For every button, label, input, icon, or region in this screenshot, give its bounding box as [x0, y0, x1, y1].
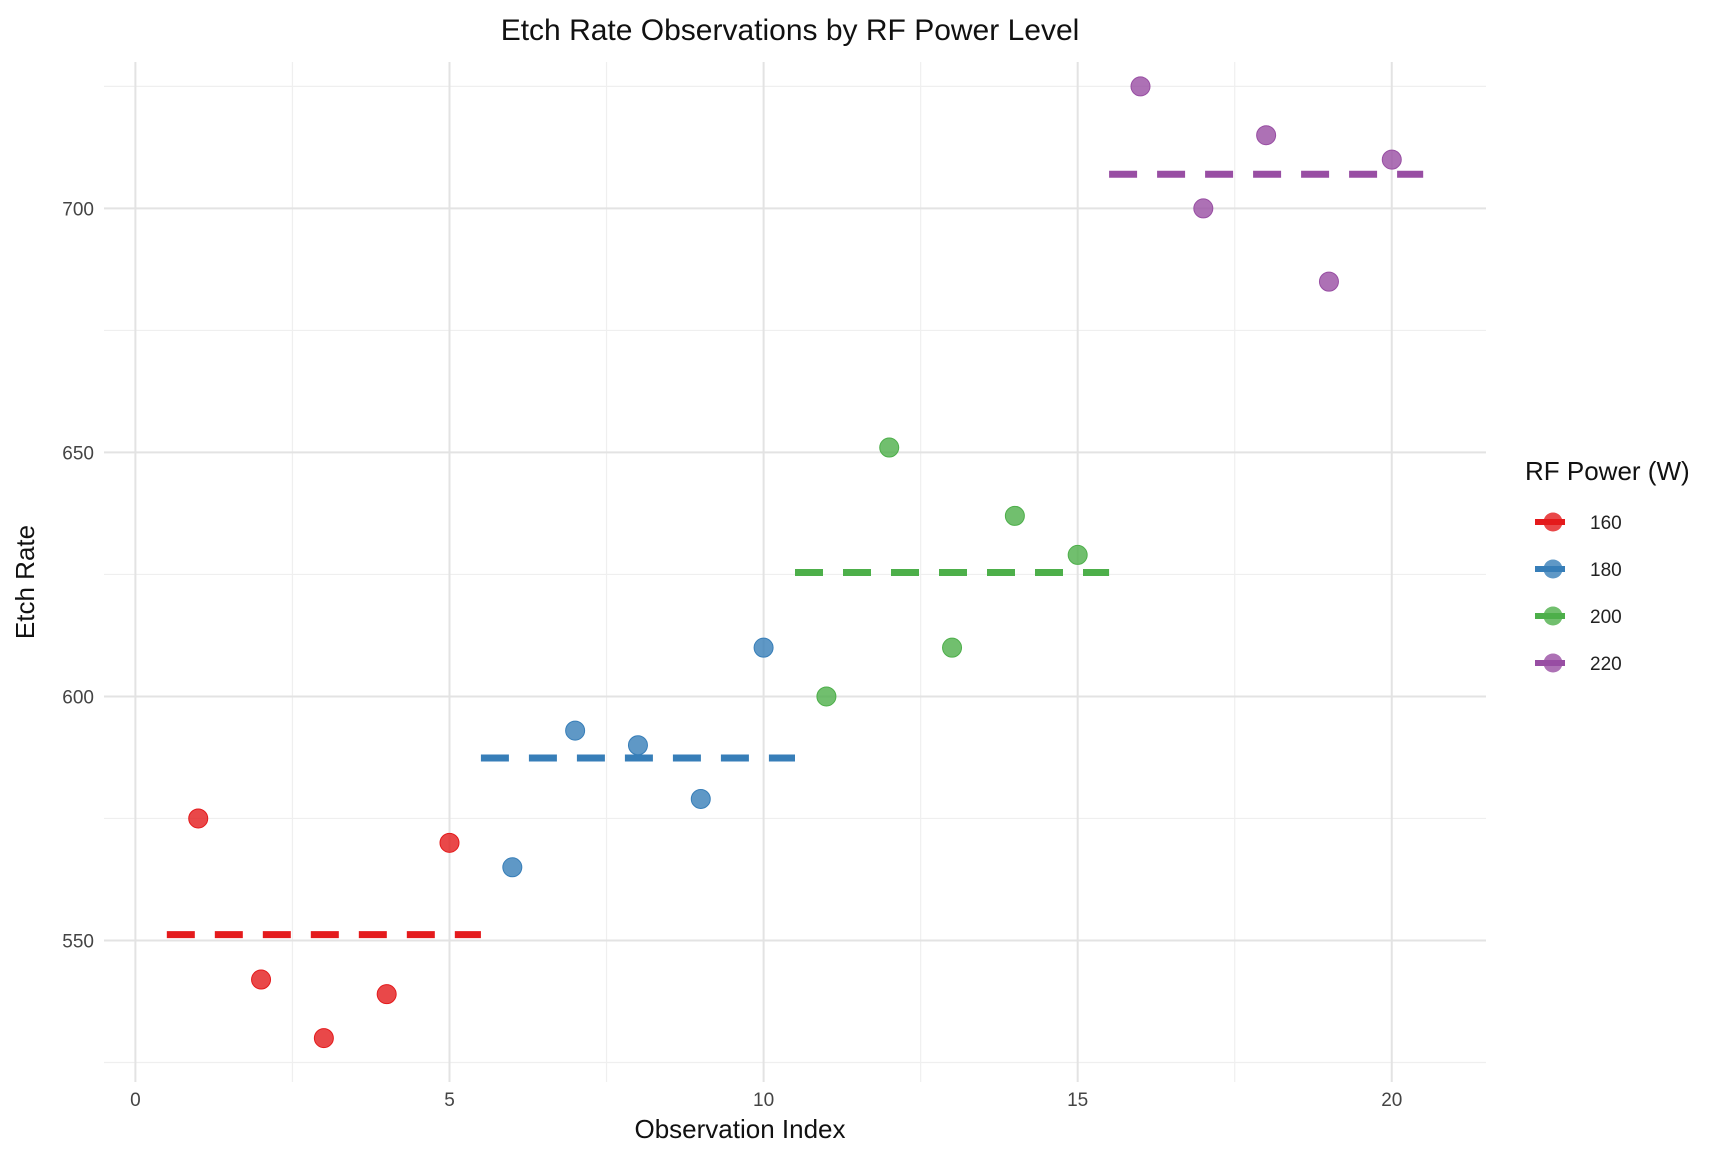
y-tick-label: 700	[62, 199, 94, 220]
grid	[104, 62, 1486, 1082]
legend-point-160	[1543, 512, 1563, 532]
data-point-160	[251, 969, 272, 990]
data-point-160	[376, 984, 397, 1005]
x-tick-label: 5	[444, 1090, 455, 1111]
x-axis-title: Observation Index	[634, 1114, 845, 1144]
data-point-220	[1130, 76, 1151, 97]
legend: RF Power (W) 160 180 200 220	[1525, 456, 1690, 675]
data-point-180	[627, 735, 648, 756]
data-point-200	[816, 686, 837, 707]
y-tick-label: 550	[62, 931, 94, 952]
legend-label-220: 220	[1590, 654, 1622, 675]
legend-title: RF Power (W)	[1525, 456, 1690, 486]
legend-point-180	[1543, 559, 1563, 579]
x-axis-ticks: 0 5 10 15 20	[130, 1090, 1402, 1111]
legend-point-200	[1543, 606, 1563, 626]
data-point-200	[942, 637, 963, 658]
legend-label-200: 200	[1590, 607, 1622, 628]
mean-lines	[166, 170, 1424, 939]
x-tick-label: 20	[1381, 1090, 1402, 1111]
data-point-180	[753, 637, 774, 658]
x-tick-label: 15	[1067, 1090, 1088, 1111]
y-tick-label: 600	[62, 687, 94, 708]
x-tick-label: 0	[130, 1090, 141, 1111]
y-axis-ticks: 550 600 650 700	[62, 199, 94, 952]
y-tick-label: 650	[62, 443, 94, 464]
legend-label-180: 180	[1590, 560, 1622, 581]
data-point-200	[1004, 505, 1025, 526]
data-point-160	[439, 832, 460, 853]
data-point-180	[502, 857, 523, 878]
data-point-160	[188, 808, 209, 829]
legend-label-160: 160	[1590, 513, 1622, 534]
data-point-200	[1067, 544, 1088, 565]
data-point-200	[879, 437, 900, 458]
y-axis-title: Etch Rate	[10, 525, 40, 639]
data-point-220	[1381, 149, 1402, 170]
data-points	[188, 76, 1402, 1049]
data-point-180	[565, 720, 586, 741]
legend-point-220	[1543, 653, 1563, 673]
x-tick-label: 10	[753, 1090, 774, 1111]
data-point-180	[690, 788, 711, 809]
data-point-220	[1318, 271, 1339, 292]
data-point-220	[1193, 198, 1214, 219]
data-point-160	[313, 1028, 334, 1049]
chart-title: Etch Rate Observations by RF Power Level	[501, 14, 1080, 47]
data-point-220	[1256, 125, 1277, 146]
